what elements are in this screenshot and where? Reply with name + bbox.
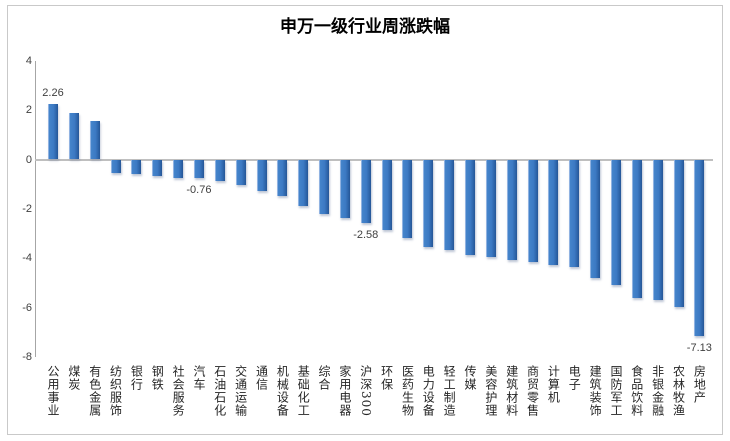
bar-美容护理: [485, 159, 496, 257]
bar-机械设备: [277, 159, 288, 196]
y-axis-tick-label: -6: [22, 301, 32, 314]
bar-电力设备: [423, 159, 434, 248]
category-label: 交通运输: [233, 365, 248, 417]
y-axis-tick-label: -4: [22, 252, 32, 265]
bar-国防军工: [610, 159, 621, 285]
category-label: 计算机: [546, 365, 561, 404]
bar-纺织服饰: [110, 159, 121, 173]
category-label: 汽车: [191, 365, 206, 391]
bar-食品饮料: [631, 159, 642, 298]
category-label: 建筑装饰: [588, 365, 603, 417]
bar-交通运输: [235, 159, 246, 186]
bar-综合: [319, 159, 330, 215]
bar-医药生物: [402, 159, 413, 239]
category-label: 家用电器: [337, 365, 352, 417]
category-label: 电力设备: [421, 365, 436, 417]
category-label: 传媒: [463, 365, 477, 391]
category-label: 房地产: [692, 365, 707, 404]
category-label: 钢铁: [150, 365, 165, 391]
y-axis-tick-label: -8: [22, 351, 32, 364]
category-label: 非银金融: [650, 365, 665, 417]
category-label: 美容护理: [483, 365, 498, 417]
category-label: 轻工制造: [442, 365, 457, 417]
bar-有色金属: [89, 121, 100, 160]
bar-家用电器: [339, 159, 350, 218]
bar-商贸零售: [527, 159, 538, 263]
category-label: 环保: [379, 365, 394, 391]
bar-轻工制造: [444, 159, 455, 251]
category-label: 有色金属: [87, 365, 102, 417]
bar-农林牧渔: [673, 159, 684, 308]
category-label: 公用事业: [46, 365, 60, 417]
category-label: 商贸零售: [525, 365, 540, 417]
category-label: 电子: [567, 365, 582, 391]
bar-计算机: [548, 159, 559, 265]
chart-title: 申万一级行业周涨跌幅: [280, 17, 450, 37]
category-label: 医药生物: [400, 365, 415, 417]
category-label: 纺织服饰: [108, 365, 123, 417]
bar-公用事业: [48, 103, 58, 160]
zero-gridline: [35, 158, 713, 161]
data-label: -0.76: [186, 184, 212, 197]
category-label: 石油石化: [212, 365, 227, 417]
category-label: 银行: [129, 365, 144, 391]
category-label: 通信: [254, 365, 269, 391]
bar-银行: [131, 159, 142, 175]
data-label: -7.13: [686, 341, 712, 354]
bar-建筑装饰: [590, 159, 601, 278]
bar-传媒: [465, 159, 475, 255]
category-label: 食品饮料: [629, 365, 644, 417]
y-axis-tick-label: 2: [25, 104, 32, 117]
y-axis-tick-label: 0: [25, 153, 32, 166]
category-label: 综合: [317, 365, 332, 391]
bar-非银金融: [652, 159, 663, 301]
bar-环保: [381, 159, 392, 230]
category-label: 社会服务: [171, 365, 186, 417]
category-label: 机械设备: [275, 365, 290, 417]
data-label: -2.58: [353, 229, 379, 242]
bar-沪深300: [360, 159, 371, 224]
bar-煤炭: [68, 112, 79, 160]
y-axis-line: [35, 60, 36, 358]
category-label: 基础化工: [296, 365, 311, 417]
bar-社会服务: [173, 159, 184, 178]
bar-通信: [256, 159, 267, 191]
category-label: 建筑材料: [504, 365, 519, 417]
y-axis-tick-label: -2: [22, 202, 32, 215]
data-label: 2.26: [42, 86, 64, 99]
category-label: 农林牧渔: [671, 365, 686, 417]
category-label: 沪深300: [358, 365, 373, 417]
category-label: 煤炭: [66, 365, 81, 391]
bar-基础化工: [298, 159, 309, 207]
y-axis-tick-label: 4: [25, 54, 32, 67]
category-label: 国防军工: [608, 365, 623, 417]
bar-石油石化: [214, 159, 225, 181]
bar-电子: [569, 159, 580, 268]
chart-frame: 申万一级行业周涨跌幅 4 2 0 -2 -4 -6 -8 2.26 -0.76 -2.58 -7.1…: [7, 5, 723, 435]
bar-汽车: [193, 159, 204, 179]
bar-钢铁: [152, 159, 163, 177]
bar-房地产: [694, 159, 705, 336]
bar-建筑材料: [506, 159, 517, 260]
